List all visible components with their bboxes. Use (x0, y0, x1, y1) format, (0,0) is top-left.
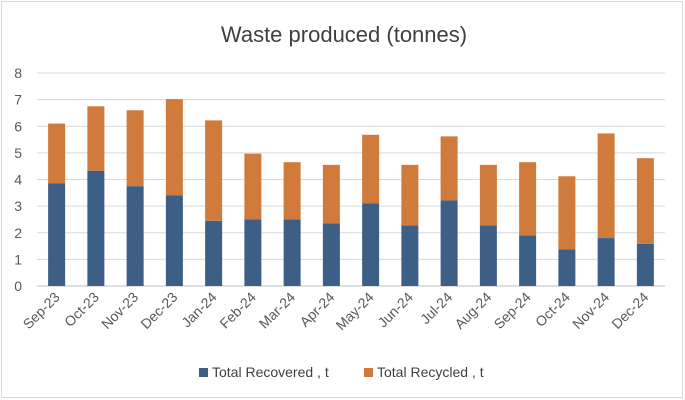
chart-title: Waste produced (tonnes) (221, 22, 467, 47)
bar-recycled-oct-24 (558, 176, 576, 250)
bar-recycled-dec-24 (636, 158, 654, 244)
bar-recycled-jan-24 (205, 120, 223, 221)
bar-recovered-jul-24 (440, 200, 458, 286)
bar-recycled-mar-24 (283, 162, 301, 220)
bar-recovered-may-24 (362, 203, 380, 286)
y-tick-label-2: 2 (14, 225, 22, 241)
legend-swatch-recovered (199, 368, 208, 377)
bar-recycled-dec-23 (165, 99, 183, 196)
bar-recovered-mar-24 (283, 219, 301, 286)
bar-recovered-jan-24 (205, 220, 223, 286)
x-tick-label-sep-24: Sep-24 (491, 289, 534, 332)
x-tick-label-sep-23: Sep-23 (20, 289, 63, 332)
bar-recycled-jun-24 (401, 164, 419, 226)
y-tick-label-4: 4 (14, 172, 22, 188)
bars (48, 99, 654, 286)
bar-recovered-sep-23 (48, 183, 66, 286)
bar-recovered-feb-24 (244, 219, 262, 286)
legend-swatch-recycled (364, 368, 373, 377)
bar-recovered-oct-23 (87, 170, 105, 286)
bar-recycled-aug-24 (479, 164, 497, 226)
bar-recovered-jun-24 (401, 225, 419, 286)
y-tick-label-7: 7 (14, 92, 22, 108)
x-tick-label-aug-24: Aug-24 (451, 289, 494, 332)
legend: Total Recovered , t Total Recycled , t (199, 364, 484, 380)
y-tick-label-5: 5 (14, 145, 22, 161)
bar-recovered-apr-24 (322, 223, 340, 286)
y-tick-label-1: 1 (14, 251, 22, 267)
y-tick-label-3: 3 (14, 198, 22, 214)
x-tick-label-oct-24: Oct-24 (532, 289, 573, 330)
x-tick-label-may-24: May-24 (332, 289, 376, 333)
x-tick-label-jul-24: Jul-24 (417, 289, 455, 327)
bar-recycled-apr-24 (322, 164, 340, 224)
y-tick-label-0: 0 (14, 278, 22, 294)
x-tick-label-nov-24: Nov-24 (569, 289, 612, 332)
bar-recycled-nov-24 (597, 133, 615, 239)
x-tick-label-dec-23: Dec-23 (137, 289, 180, 332)
legend-label-recovered: Total Recovered , t (212, 364, 329, 380)
x-tick-label-jan-24: Jan-24 (178, 289, 220, 331)
x-axis-ticks: Sep-23Oct-23Nov-23Dec-23Jan-24Feb-24Mar-… (20, 289, 652, 333)
bar-recycled-sep-24 (519, 162, 537, 236)
bar-recovered-sep-24 (519, 235, 537, 286)
bar-recovered-dec-23 (165, 195, 183, 286)
x-tick-label-feb-24: Feb-24 (216, 289, 259, 332)
bar-recycled-sep-23 (48, 123, 66, 184)
bar-recycled-jul-24 (440, 136, 458, 201)
bar-recovered-aug-24 (479, 225, 497, 286)
bar-recovered-nov-23 (126, 186, 144, 286)
y-tick-label-8: 8 (14, 65, 22, 81)
x-tick-label-jun-24: Jun-24 (374, 289, 416, 331)
bar-recovered-dec-24 (636, 243, 654, 286)
bar-recovered-oct-24 (558, 249, 576, 286)
x-tick-label-oct-23: Oct-23 (61, 289, 102, 330)
bar-recycled-feb-24 (244, 153, 262, 220)
bar-recovered-nov-24 (597, 238, 615, 286)
x-tick-label-apr-24: Apr-24 (296, 289, 337, 330)
bar-recycled-nov-23 (126, 110, 144, 187)
bar-recycled-oct-23 (87, 106, 105, 171)
x-tick-label-nov-23: Nov-23 (98, 289, 141, 332)
x-tick-label-mar-24: Mar-24 (256, 289, 299, 332)
x-tick-label-dec-24: Dec-24 (608, 289, 651, 332)
y-axis-ticks: 0 1 2 3 4 5 6 7 8 (14, 65, 22, 294)
bar-recycled-may-24 (362, 134, 380, 204)
legend-label-recycled: Total Recycled , t (377, 364, 484, 380)
y-tick-label-6: 6 (14, 118, 22, 134)
